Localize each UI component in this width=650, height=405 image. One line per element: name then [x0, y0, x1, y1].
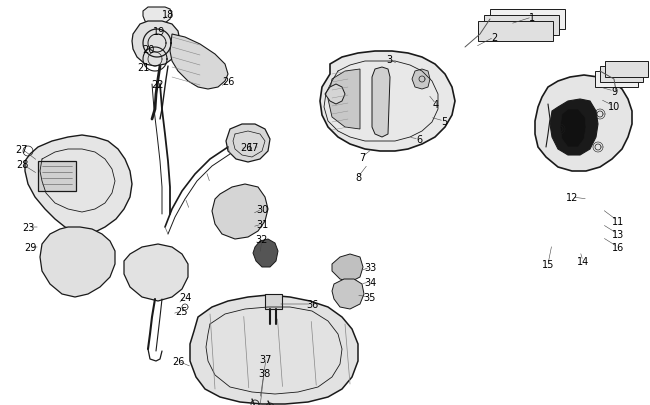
- Text: 26: 26: [172, 356, 184, 366]
- Text: 37: 37: [260, 354, 272, 364]
- Polygon shape: [170, 35, 228, 90]
- Polygon shape: [320, 52, 455, 151]
- Text: 9: 9: [611, 87, 617, 97]
- Polygon shape: [600, 67, 643, 83]
- Polygon shape: [253, 239, 278, 267]
- Polygon shape: [40, 228, 115, 297]
- Polygon shape: [412, 70, 430, 90]
- Text: 24: 24: [179, 292, 191, 302]
- Text: 16: 16: [612, 243, 624, 252]
- Text: 5: 5: [441, 117, 447, 127]
- Text: 20: 20: [142, 45, 154, 55]
- Polygon shape: [484, 16, 559, 36]
- Text: 13: 13: [612, 230, 624, 239]
- Text: 28: 28: [16, 160, 28, 170]
- Text: 11: 11: [612, 216, 624, 226]
- Text: 21: 21: [136, 63, 150, 73]
- Text: 23: 23: [22, 222, 34, 232]
- Polygon shape: [328, 70, 360, 130]
- Polygon shape: [143, 8, 172, 26]
- Text: 31: 31: [256, 220, 268, 230]
- Text: 15: 15: [542, 259, 554, 269]
- Text: 26: 26: [222, 77, 234, 87]
- Polygon shape: [595, 72, 638, 88]
- Text: 12: 12: [566, 192, 578, 202]
- Text: 4: 4: [433, 100, 439, 110]
- Polygon shape: [143, 30, 171, 58]
- Text: 19: 19: [153, 27, 165, 37]
- Text: 10: 10: [608, 102, 620, 112]
- Polygon shape: [132, 22, 180, 67]
- Polygon shape: [478, 22, 553, 42]
- Text: 18: 18: [162, 10, 174, 20]
- Polygon shape: [490, 10, 565, 30]
- Polygon shape: [325, 85, 345, 105]
- Polygon shape: [605, 62, 648, 78]
- Polygon shape: [550, 100, 598, 156]
- Polygon shape: [535, 76, 632, 172]
- Text: 34: 34: [364, 277, 376, 287]
- Text: 8: 8: [355, 173, 361, 183]
- Text: 3: 3: [386, 55, 392, 65]
- Text: 26: 26: [240, 143, 252, 153]
- Polygon shape: [372, 68, 390, 138]
- Polygon shape: [38, 162, 76, 192]
- Polygon shape: [560, 110, 586, 148]
- Text: 32: 32: [256, 234, 268, 244]
- Text: 33: 33: [364, 262, 376, 272]
- Text: 35: 35: [364, 292, 376, 302]
- Text: 25: 25: [175, 306, 187, 316]
- Polygon shape: [25, 136, 132, 234]
- Polygon shape: [190, 295, 358, 404]
- Polygon shape: [212, 185, 268, 239]
- Polygon shape: [332, 279, 364, 309]
- Polygon shape: [265, 294, 282, 309]
- Polygon shape: [332, 254, 363, 282]
- Text: 22: 22: [151, 80, 164, 90]
- Text: 27: 27: [16, 145, 28, 155]
- Text: 30: 30: [256, 205, 268, 215]
- Text: 2: 2: [491, 33, 497, 43]
- Polygon shape: [124, 244, 188, 301]
- Polygon shape: [226, 125, 270, 162]
- Text: 6: 6: [416, 135, 422, 145]
- Text: 17: 17: [247, 143, 259, 153]
- Text: 29: 29: [24, 243, 36, 252]
- Text: 36: 36: [306, 299, 318, 309]
- Text: 14: 14: [577, 256, 589, 266]
- Text: 38: 38: [258, 368, 270, 378]
- Text: 1: 1: [529, 13, 535, 23]
- Text: 7: 7: [359, 153, 365, 162]
